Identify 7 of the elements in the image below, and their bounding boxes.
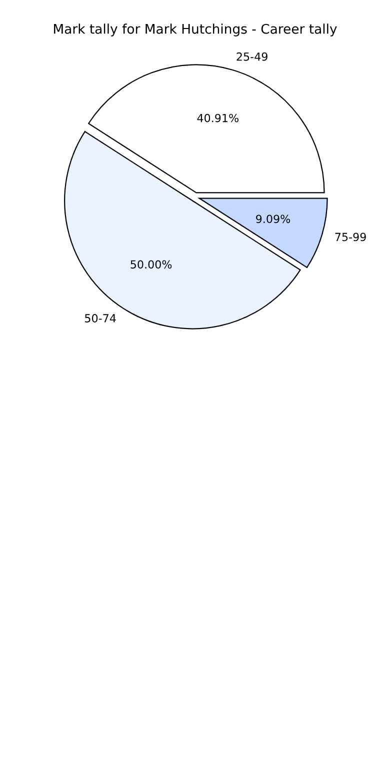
data-label: 9.09% (256, 214, 290, 224)
slice-label: 75-99 (335, 232, 366, 242)
slice-label: 25-49 (236, 52, 268, 61)
data-label: 40.91% (197, 114, 238, 122)
data-label: 50.00% (130, 260, 172, 269)
slice-label: 50-74 (85, 314, 116, 322)
chart-title: Mark tally for Mark Hutchings - Career tally (54, 24, 337, 36)
